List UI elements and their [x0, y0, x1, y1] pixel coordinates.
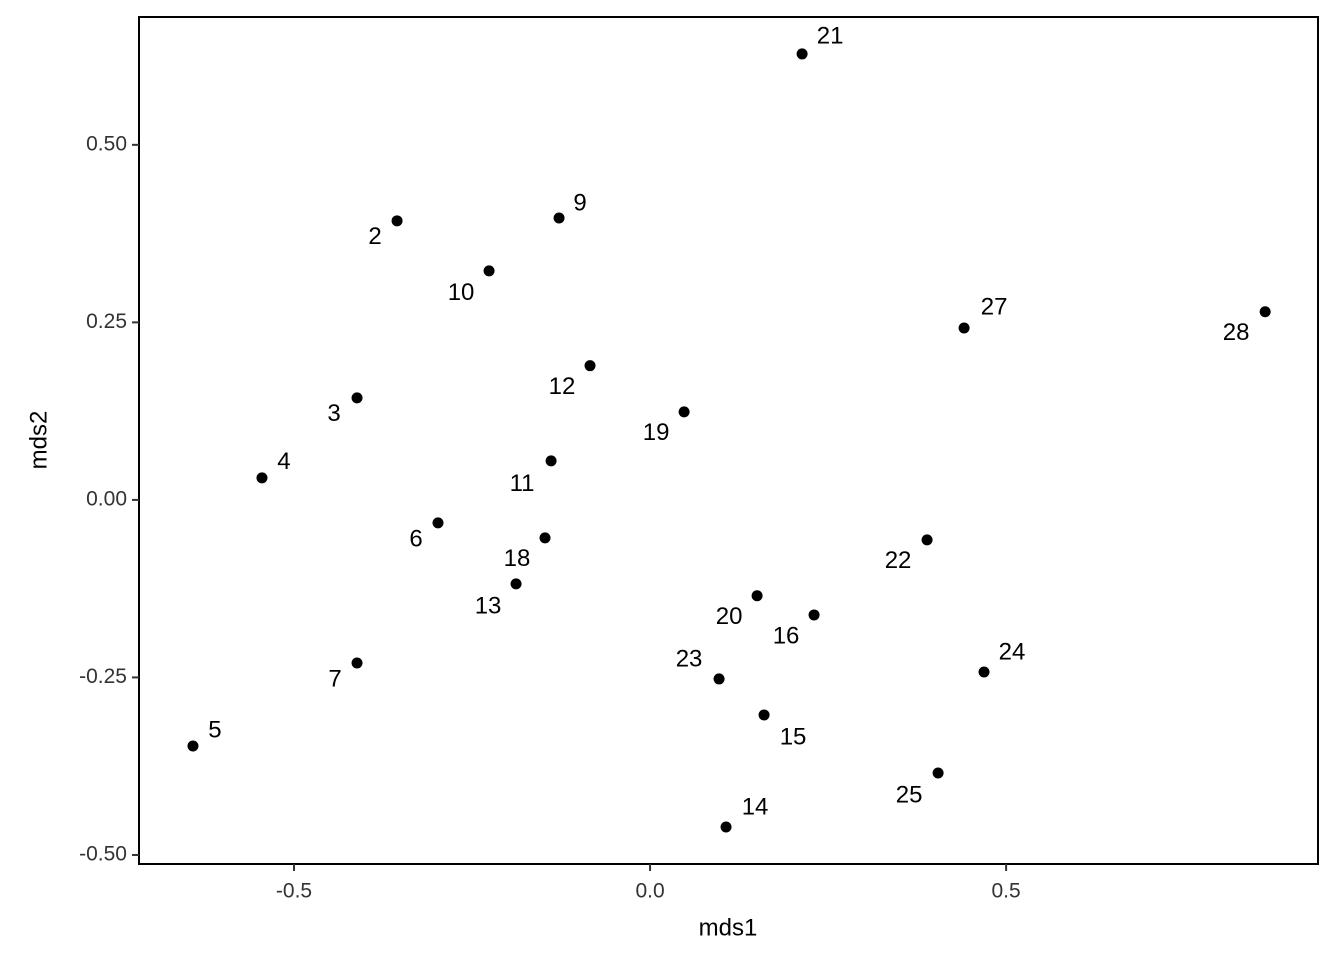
point	[432, 517, 444, 529]
point	[483, 265, 495, 277]
point-label: 15	[780, 723, 807, 750]
point-label: 7	[328, 665, 341, 692]
point	[351, 392, 363, 404]
point-label: 24	[999, 638, 1026, 665]
y-tick-label: 0.00	[86, 487, 127, 510]
point	[720, 821, 732, 833]
point-label: 25	[896, 781, 923, 808]
point-label: 10	[448, 279, 475, 306]
point-label: 23	[676, 645, 703, 672]
point	[978, 666, 990, 678]
point-label: 27	[981, 293, 1008, 320]
x-tick-label: 0.0	[635, 880, 664, 903]
x-tick-label: -0.5	[276, 880, 312, 903]
point	[351, 657, 363, 669]
point-label: 21	[817, 22, 844, 49]
point-label: 20	[716, 603, 743, 630]
point	[713, 673, 725, 685]
point	[391, 215, 403, 227]
point	[553, 212, 565, 224]
point	[958, 322, 970, 334]
point	[678, 406, 690, 418]
point	[539, 532, 551, 544]
point-label: 22	[885, 547, 912, 574]
y-tick-label: -0.25	[79, 665, 127, 688]
panel-border	[138, 16, 1319, 865]
point	[584, 360, 596, 372]
point-label: 12	[549, 373, 576, 400]
point	[758, 709, 770, 721]
point-label: 5	[208, 716, 221, 743]
point	[921, 534, 933, 546]
point-label: 16	[773, 622, 800, 649]
point-label: 4	[277, 448, 290, 475]
point	[545, 455, 557, 467]
x-axis-label: mds1	[699, 914, 758, 941]
point	[1259, 306, 1271, 318]
point-label: 11	[510, 470, 535, 497]
point	[796, 48, 808, 60]
point	[510, 578, 522, 590]
point-label: 6	[409, 525, 422, 552]
point	[751, 590, 763, 602]
y-axis-label: mds2	[25, 411, 52, 470]
point-label: 14	[742, 793, 769, 820]
point-label: 9	[573, 189, 586, 216]
point-label: 18	[504, 545, 531, 572]
y-tick-label: 0.50	[86, 132, 127, 155]
point-label: 13	[475, 592, 502, 619]
point-label: 3	[327, 400, 340, 427]
y-tick-label: -0.50	[79, 843, 127, 866]
point	[256, 472, 268, 484]
point	[187, 740, 199, 752]
point-label: 19	[643, 419, 670, 446]
point	[932, 767, 944, 779]
point-label: 28	[1223, 319, 1250, 346]
point	[808, 609, 820, 621]
x-tick-label: 0.5	[992, 880, 1021, 903]
y-tick-label: 0.25	[86, 310, 127, 333]
point-label: 2	[368, 223, 381, 250]
